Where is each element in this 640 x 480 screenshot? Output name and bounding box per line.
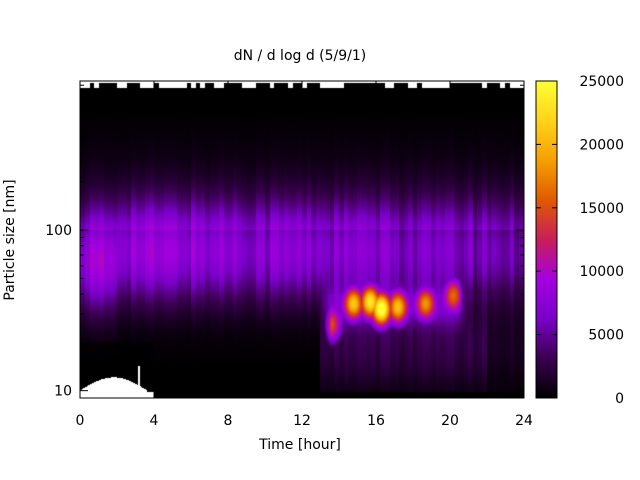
x-tick-label: 8 — [224, 413, 233, 429]
heatmap-area — [80, 81, 524, 398]
plot-frame — [79, 80, 525, 399]
x-axis-label: Time [hour] — [258, 437, 341, 453]
colorbar-tick-label: 5000 — [588, 328, 624, 344]
y-axis: 10 100 — [45, 84, 524, 400]
colorbar: 0 5000 10000 15000 20000 25000 — [535, 74, 624, 407]
colorbar-tick-label: 25000 — [579, 74, 624, 90]
x-axis: 0 4 8 12 16 20 24 — [76, 81, 533, 429]
x-tick-label: 12 — [293, 413, 311, 429]
x-tick-label: 0 — [76, 413, 85, 429]
colorbar-ticks: 0 5000 10000 15000 20000 25000 — [536, 74, 624, 407]
x-tick-label: 24 — [515, 413, 533, 429]
colorbar-tick-label: 10000 — [579, 264, 624, 280]
heatmap-image — [80, 81, 524, 398]
chart-title: dN / d log d (5/9/1) — [234, 48, 367, 64]
x-tick-label: 4 — [150, 413, 159, 429]
x-tick-label: 20 — [441, 413, 459, 429]
y-tick-label: 10 — [54, 384, 72, 400]
colorbar-tick-label: 15000 — [579, 201, 624, 217]
y-axis-label: Particle size [nm] — [2, 179, 18, 300]
y-tick-label: 100 — [45, 223, 72, 239]
x-tick-label: 16 — [367, 413, 385, 429]
colorbar-tick-label: 20000 — [579, 137, 624, 153]
colorbar-gradient — [535, 80, 558, 399]
colorbar-tick-label: 0 — [615, 391, 624, 407]
